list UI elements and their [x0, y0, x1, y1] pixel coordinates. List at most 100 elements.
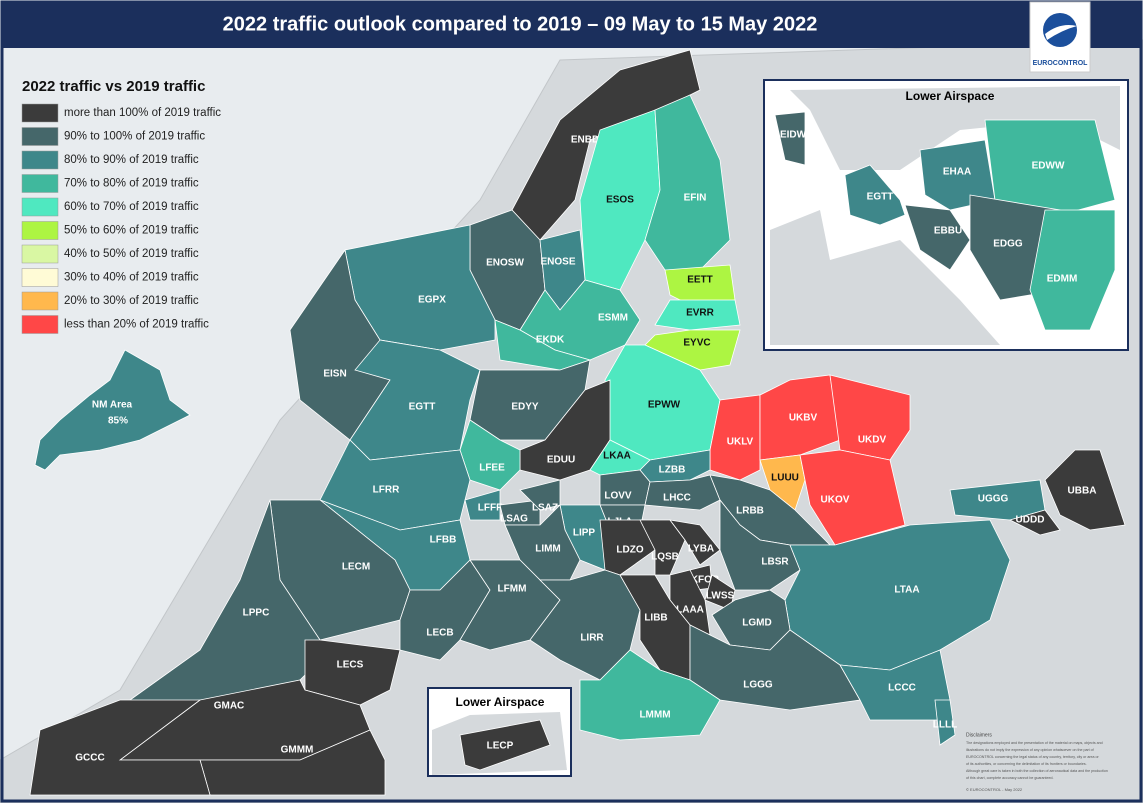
region-label: UBBA [1068, 486, 1097, 497]
logo-text: EUROCONTROL [1033, 60, 1089, 67]
region-label: UKOV [821, 495, 850, 506]
legend-label: 60% to 70% of 2019 traffic [64, 201, 199, 213]
logo-swoosh [1045, 25, 1077, 40]
region-label: LCCC [888, 683, 916, 694]
region-label: UKLV [727, 437, 754, 448]
region [349, 339, 481, 461]
region-label: EISN [323, 369, 346, 380]
nm-label: NM Area [92, 400, 133, 411]
region [1008, 509, 1061, 536]
region-label: GMMM [281, 745, 314, 756]
inset-land [770, 86, 1120, 345]
region-label: LWSS [706, 591, 735, 602]
region-label: ESOS [606, 195, 634, 206]
region-label: LFBB [430, 535, 457, 546]
region-label: LECB [426, 628, 453, 639]
region-label: ESMM [598, 313, 628, 324]
region-label: LFFF [478, 503, 502, 514]
region-label: LSAZ [532, 503, 558, 514]
legend-label: 50% to 60% of 2019 traffic [64, 225, 199, 237]
region-label: EVRR [686, 308, 715, 319]
region-label: EYVC [683, 338, 710, 349]
legend-swatch [21, 315, 59, 334]
region-label: LHCC [663, 493, 691, 504]
region-label: LBSR [761, 557, 789, 568]
region-label: EPWW [648, 400, 681, 411]
region-label: EHAA [943, 167, 971, 178]
inset-title: Lower Airspace [456, 695, 545, 709]
legend-swatch [21, 150, 59, 170]
region-label: LTAA [894, 585, 919, 596]
inset-title: Lower Airspace [906, 89, 995, 103]
region-label: LIBB [644, 613, 667, 624]
region-label: LGMD [742, 618, 771, 629]
region-label: LZBB [659, 465, 686, 476]
region-label: LMMM [639, 710, 670, 721]
disclaimer-line: The designations employed and the presen… [966, 741, 1103, 745]
legend-label: 40% to 50% of 2019 traffic [64, 248, 199, 260]
region-label: EDGG [993, 239, 1023, 250]
legend-label: more than 100% of 2019 traffic [64, 107, 221, 119]
region-label: LQSB [651, 552, 679, 563]
disclaimer-line: Although great care is taken in both the… [966, 769, 1108, 773]
legend-swatch [21, 127, 59, 146]
region-label: EDMM [1047, 274, 1078, 285]
legend-title: 2022 traffic vs 2019 traffic [22, 78, 205, 95]
legend-swatch [21, 268, 59, 287]
region-label: LSAG [500, 514, 528, 525]
region [579, 649, 721, 741]
disclaimer-line: EUROCONTROL concerning the legal status … [966, 755, 1100, 759]
region-label: EBBU [934, 226, 962, 237]
legend-label: 70% to 80% of 2019 traffic [64, 178, 199, 190]
region-label: UKDV [858, 435, 887, 446]
region-label: EDUU [547, 455, 575, 466]
nm-value: 85% [108, 416, 128, 427]
region [654, 299, 741, 331]
region-label: LIPP [573, 528, 596, 539]
region-label: GMAC [214, 701, 245, 712]
header-bar [2, 2, 1141, 48]
region-label: EGTT [867, 192, 894, 203]
disclaimer-line: illustrations do not imply the expressio… [966, 748, 1094, 752]
region-label: GCCC [75, 753, 104, 764]
disclaimer-title: Disclaimers [966, 732, 992, 738]
region-label: LECP [487, 741, 514, 752]
region [774, 111, 806, 166]
region-label: LFEE [479, 463, 505, 474]
region [464, 489, 501, 521]
region [759, 454, 806, 511]
region-label: EGTT [409, 402, 436, 413]
disclaimer-line: of this chart, complete accuracy cannot … [966, 776, 1054, 780]
region [829, 374, 911, 461]
region-label: UGGG [978, 494, 1009, 505]
region-label: LKAA [603, 451, 631, 462]
region-label: UDDD [1016, 515, 1045, 526]
region-label: LPPC [243, 608, 270, 619]
region-label: LYBA [688, 544, 714, 555]
region-label: LECM [342, 562, 370, 573]
region-label: LIRR [580, 633, 604, 644]
legend-swatch [21, 103, 59, 123]
region-label: LLLL [933, 720, 957, 731]
region-label: EDYY [511, 402, 539, 413]
region-label: LOVV [604, 491, 632, 502]
region-label: EFIN [684, 193, 707, 204]
region [984, 119, 1116, 216]
legend-label: 80% to 90% of 2019 traffic [64, 154, 199, 166]
region-label: LDZO [616, 545, 643, 556]
region-label: EETT [687, 275, 713, 286]
region [799, 449, 906, 546]
region [459, 419, 521, 491]
region-label: EGPX [418, 295, 446, 306]
region-label: EIDW [780, 130, 807, 141]
region-label: ENBD [571, 135, 599, 146]
region-label: LUUU [771, 473, 799, 484]
legend-label: less than 20% of 2019 traffic [64, 319, 209, 331]
header-title: 2022 traffic outlook compared to 2019 – … [223, 13, 818, 35]
region-label: EKDK [536, 335, 565, 346]
region [904, 204, 971, 271]
region-label: ENOSW [486, 258, 524, 269]
region [669, 519, 721, 566]
region [1044, 449, 1126, 531]
